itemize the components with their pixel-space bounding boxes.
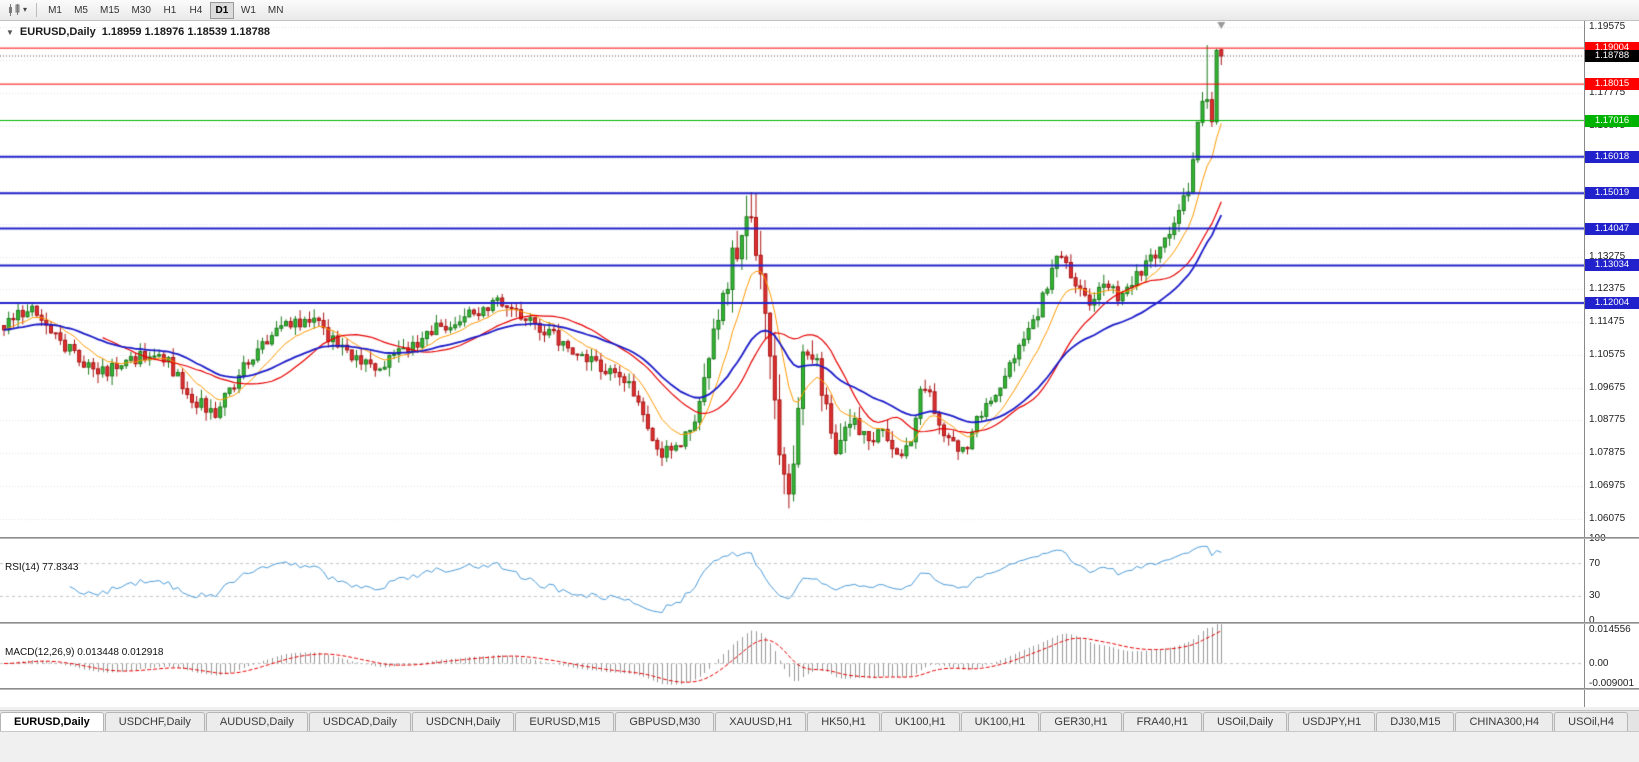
chart-type-dropdown-button[interactable]: ▾ [4,1,31,19]
price-level-badge: 1.14047 [1585,223,1639,235]
chart-tab-CHINA300-H4[interactable]: CHINA300,H4 [1455,712,1554,732]
timeframe-button-H4[interactable]: H4 [184,2,208,19]
timeframe-button-M5[interactable]: M5 [69,2,93,19]
status-bar [0,731,1639,762]
price-axis-label: 1.11475 [1589,316,1625,327]
price-axis-label: 1.07875 [1589,447,1626,458]
rsi-axis-label: 0 [1589,615,1595,626]
chart-tab-XAUUSD-H1[interactable]: XAUUSD,H1 [715,712,807,732]
price-chart-canvas[interactable] [0,21,1584,689]
price-axis-label: 1.12375 [1589,283,1626,294]
price-level-badge: 1.12004 [1585,297,1639,309]
price-axis-label: 1.09675 [1589,382,1626,393]
price-level-badge: 1.16018 [1585,151,1639,163]
price-axis-label: 1.08775 [1589,414,1626,425]
panel-separator-dates [0,688,1639,690]
chart-tab-FRA40-H1[interactable]: FRA40,H1 [1122,712,1202,732]
price-level-badge: 1.17016 [1585,115,1639,127]
price-axis-label: 1.06075 [1589,513,1626,524]
price-scale-axis[interactable]: 1.195751.177751.168751.132751.123751.114… [1584,21,1639,707]
candlestick-chart-icon [9,4,20,16]
chart-tab-bar: EURUSD,Daily USDCHF,Daily AUDUSD,Daily USDC… [0,710,1639,732]
chart-tab-USDCHF-Daily[interactable]: USDCHF,Daily [104,712,205,732]
rsi-axis-label: 70 [1589,558,1601,569]
chart-tab-GBPUSD-M30[interactable]: GBPUSD,M30 [615,712,715,732]
chart-tab-GER30-H1[interactable]: GER30,H1 [1040,712,1122,732]
price-axis-label: 1.06975 [1589,480,1626,491]
macd-axis-label: 0.014556 [1589,624,1631,635]
timeframe-button-D1[interactable]: D1 [209,1,234,19]
rsi-axis-label: 100 [1585,534,1639,544]
timeframe-button-M1[interactable]: M1 [43,2,67,19]
chart-tab-USDJPY-H1[interactable]: USDJPY,H1 [1288,712,1376,732]
top-toolbar: ▾ M1 M5 M15 M30 H1 H4 D1 W1 MN [0,0,1639,21]
timeframe-button-MN[interactable]: MN [263,2,289,19]
toolbar-divider [36,3,38,17]
price-level-badge: 1.15019 [1585,187,1639,199]
panel-separator-macd[interactable] [0,622,1639,624]
chart-window: ▼ EURUSD,Daily 1.18959 1.18976 1.18539 1… [0,21,1639,728]
timeframe-button-H1[interactable]: H1 [158,2,182,19]
price-axis-label: 1.19575 [1589,21,1626,32]
chart-tab-USDCAD-Daily[interactable]: USDCAD,Daily [308,712,411,732]
macd-axis-label: 0.00 [1589,658,1609,669]
chart-tab-USOil-Daily[interactable]: USOil,Daily [1202,712,1288,732]
current-price-badge: 1.18788 [1585,50,1639,62]
chart-tab-USOil-H4[interactable]: USOil,H4 [1554,712,1628,732]
chart-tab-DJ30-M15[interactable]: DJ30,M15 [1376,712,1455,732]
chart-tab-EURUSD-M15[interactable]: EURUSD,M15 [515,712,615,732]
macd-axis-label: -0.009001 [1589,678,1635,689]
chart-tab-HK50-H1[interactable]: HK50,H1 [807,712,880,732]
chart-tab-AUDUSD-Daily[interactable]: AUDUSD,Daily [205,712,308,732]
panel-separator-rsi[interactable] [0,537,1639,539]
chart-tab-EURUSD-Daily[interactable]: EURUSD,Daily [0,712,104,732]
chart-tab-UK100-H1[interactable]: UK100,H1 [960,712,1040,732]
chart-tab-UK100-H1[interactable]: UK100,H1 [880,712,960,732]
price-axis-label: 1.13275 [1589,251,1626,262]
price-level-badge: 1.13034 [1585,259,1639,271]
timeframe-button-M30[interactable]: M30 [126,2,155,19]
rsi-axis-label: 30 [1589,590,1601,601]
chart-tab-USDCNH-Daily[interactable]: USDCNH,Daily [411,712,515,732]
chevron-down-icon: ▾ [23,5,28,14]
price-axis-label: 1.10575 [1589,349,1626,360]
timeframe-button-M15[interactable]: M15 [95,2,124,19]
timeframe-button-W1[interactable]: W1 [236,2,261,19]
timeframe-button-group: M1 M5 M15 M30 H1 H4 D1 W1 MN [42,1,289,19]
price-axis-label: 1.17775 [1589,87,1626,98]
price-level-badge: 1.18015 [1585,78,1639,90]
